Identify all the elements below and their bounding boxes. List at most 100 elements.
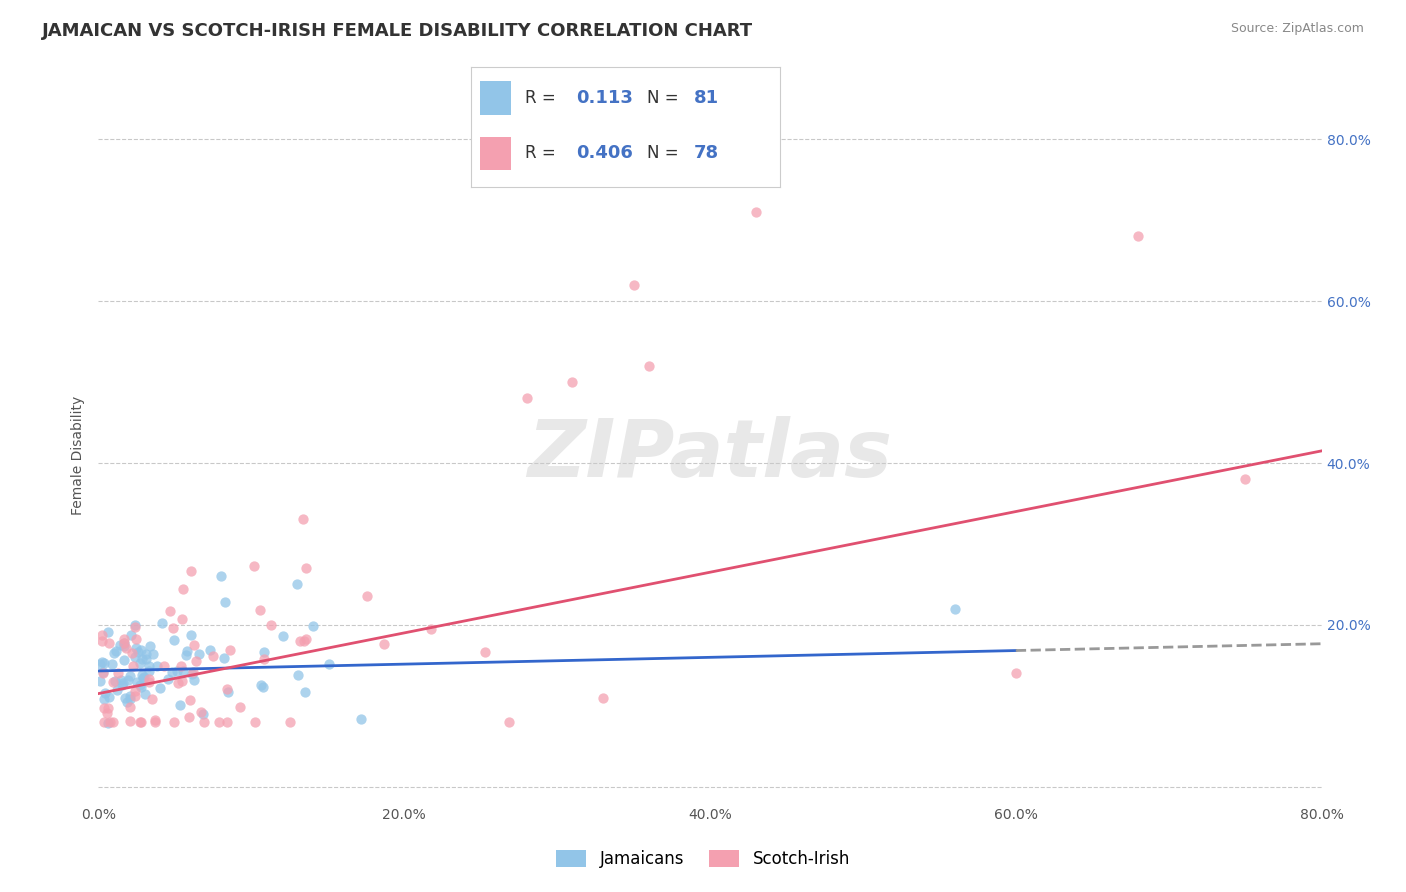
- Point: [124, 620, 146, 634]
- Point: [420, 623, 443, 637]
- Point: [105, 643, 128, 657]
- Point: [218, 643, 240, 657]
- Point: [228, 700, 250, 714]
- Point: [96, 706, 118, 720]
- Text: R =: R =: [526, 88, 555, 107]
- Point: [160, 665, 183, 680]
- Point: [129, 643, 152, 657]
- Text: 78: 78: [693, 144, 718, 162]
- Point: [129, 678, 152, 692]
- Point: [1128, 229, 1150, 244]
- Point: [350, 712, 373, 726]
- Point: [180, 565, 202, 579]
- Point: [179, 693, 201, 707]
- Point: [209, 569, 232, 583]
- Point: [91, 665, 114, 679]
- Bar: [481, 136, 512, 170]
- Point: [103, 646, 125, 660]
- Point: [172, 582, 194, 596]
- Point: [249, 603, 271, 617]
- Point: [186, 654, 208, 668]
- Point: [623, 278, 645, 293]
- Point: [142, 647, 165, 661]
- Text: N =: N =: [647, 144, 679, 162]
- Text: 0.113: 0.113: [576, 88, 633, 107]
- Point: [110, 673, 132, 687]
- Point: [176, 644, 198, 658]
- Point: [183, 673, 205, 688]
- Point: [156, 672, 179, 686]
- Point: [163, 632, 186, 647]
- Point: [138, 664, 160, 678]
- Point: [201, 648, 224, 663]
- Point: [101, 657, 124, 671]
- Point: [243, 714, 266, 729]
- Point: [163, 714, 186, 729]
- Point: [111, 675, 134, 690]
- Point: [146, 659, 169, 673]
- Point: [259, 617, 281, 632]
- Point: [208, 714, 231, 729]
- Point: [170, 658, 193, 673]
- Point: [294, 632, 316, 646]
- Point: [117, 695, 139, 709]
- Point: [288, 634, 311, 648]
- Point: [193, 714, 215, 729]
- Point: [516, 392, 538, 406]
- Point: [112, 635, 135, 649]
- Point: [90, 634, 112, 648]
- Point: [169, 698, 191, 712]
- Point: [294, 561, 316, 575]
- Bar: [481, 81, 512, 115]
- Point: [191, 706, 214, 721]
- Point: [89, 673, 111, 688]
- Point: [98, 714, 121, 729]
- Point: [104, 673, 127, 688]
- Point: [93, 714, 115, 729]
- Point: [112, 635, 135, 649]
- Point: [166, 665, 188, 679]
- Point: [101, 714, 124, 729]
- Point: [1234, 472, 1257, 486]
- Point: [294, 685, 316, 699]
- Point: [253, 645, 276, 659]
- Text: ZIPatlas: ZIPatlas: [527, 416, 893, 494]
- Point: [252, 681, 274, 695]
- Point: [115, 641, 138, 656]
- Point: [97, 716, 120, 731]
- Point: [93, 692, 115, 706]
- Point: [131, 667, 153, 681]
- Point: [143, 713, 166, 727]
- Point: [1004, 666, 1026, 681]
- Point: [138, 672, 160, 686]
- Point: [107, 665, 129, 680]
- Point: [111, 678, 134, 692]
- Point: [108, 638, 131, 652]
- Point: [118, 700, 141, 714]
- Point: [138, 675, 160, 690]
- Point: [212, 650, 235, 665]
- Point: [138, 639, 160, 653]
- Point: [215, 682, 238, 697]
- Point: [278, 714, 301, 729]
- Point: [592, 690, 614, 705]
- Point: [150, 616, 173, 631]
- Point: [112, 652, 135, 666]
- Point: [474, 644, 496, 658]
- Point: [318, 657, 340, 671]
- Point: [93, 657, 115, 671]
- Point: [114, 690, 136, 705]
- Legend: Jamaicans, Scotch-Irish: Jamaicans, Scotch-Irish: [550, 843, 856, 875]
- Text: Source: ZipAtlas.com: Source: ZipAtlas.com: [1230, 22, 1364, 36]
- Point: [943, 601, 966, 615]
- Point: [301, 618, 323, 632]
- Point: [356, 589, 378, 603]
- Point: [129, 714, 152, 729]
- Point: [125, 641, 148, 656]
- Point: [89, 657, 111, 671]
- Point: [117, 673, 139, 687]
- Point: [112, 632, 135, 646]
- Point: [127, 645, 149, 659]
- Point: [217, 685, 239, 699]
- Point: [121, 646, 143, 660]
